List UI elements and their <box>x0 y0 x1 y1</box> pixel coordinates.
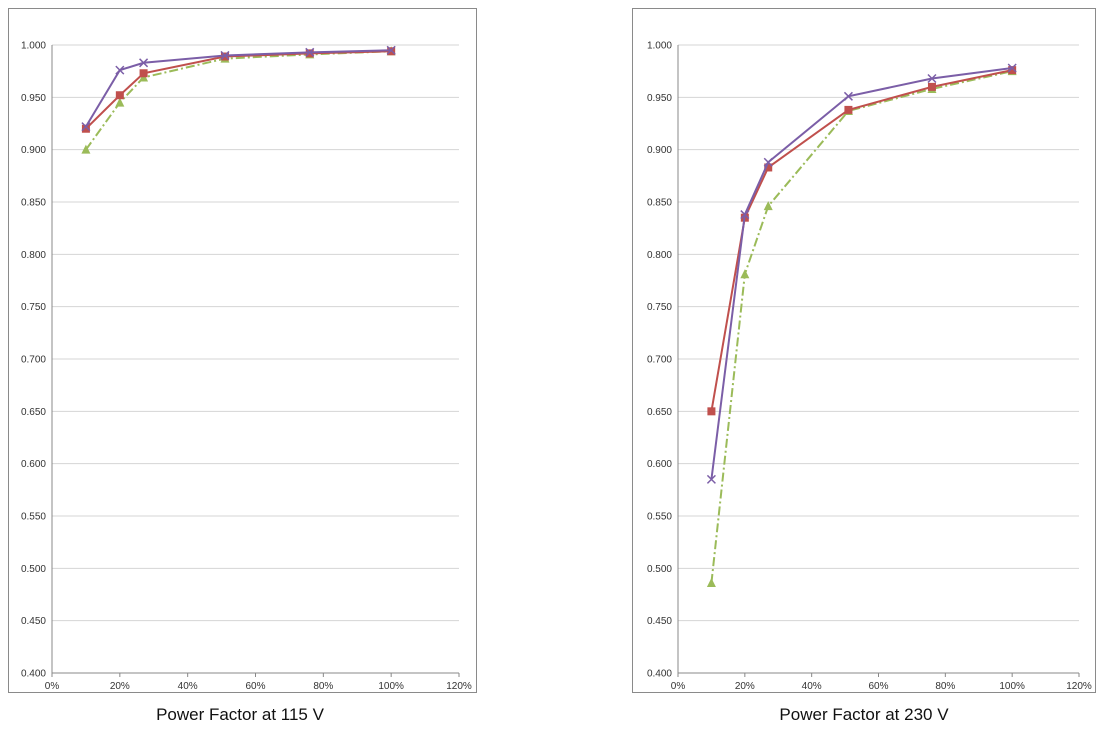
series-line <box>85 50 392 130</box>
y-tick-label: 0.800 <box>647 250 672 261</box>
data-point-marker <box>139 58 149 68</box>
data-point-marker <box>139 69 148 78</box>
chart-frame-115v: 0.400 0.450 0.500 0.550 0.600 0.650 0.700 0.750… <box>8 8 477 693</box>
y-tick-label: 0.700 <box>647 355 672 366</box>
y-tick-label: 1.000 <box>21 41 46 52</box>
y-tick-label: 1.000 <box>647 41 672 52</box>
x-tick-label: 40% <box>178 681 198 692</box>
y-tick-label: 0.850 <box>21 198 46 209</box>
y-tick-label: 0.650 <box>21 407 46 418</box>
y-tick-label: 0.400 <box>21 669 46 680</box>
data-point-marker <box>764 163 773 172</box>
y-tick-label: 0.700 <box>21 355 46 366</box>
x-tick-label: 60% <box>245 681 265 692</box>
series-c <box>706 66 1017 587</box>
x-tick-label: 80% <box>313 681 333 692</box>
data-point-marker <box>706 577 716 587</box>
power-factor-chart-230v: 0.400 0.450 0.500 0.550 0.600 0.650 0.700 0.750… <box>647 41 1092 693</box>
data-point-marker <box>707 407 716 416</box>
data-point-marker <box>115 97 125 107</box>
y-tick-label: 0.450 <box>21 616 46 627</box>
data-point-marker <box>1007 63 1017 73</box>
y-tick-label: 0.550 <box>647 512 672 523</box>
x-tick-label: 100% <box>378 681 404 692</box>
y-tick-label: 0.950 <box>647 93 672 104</box>
y-tick-label: 0.500 <box>647 564 672 575</box>
data-point-marker <box>740 269 750 279</box>
chart-frame-230v: 0.400 0.450 0.500 0.550 0.600 0.650 0.700 0.750… <box>632 8 1096 693</box>
x-tick-label: 120% <box>446 681 472 692</box>
series-b <box>707 66 1017 416</box>
data-point-marker <box>763 157 773 167</box>
x-tick-label: 0% <box>45 681 60 692</box>
data-point-marker <box>844 105 853 114</box>
data-point-marker <box>305 47 315 57</box>
x-tick-label: 40% <box>802 681 822 692</box>
chart-caption-115v: Power Factor at 115 V <box>156 705 324 724</box>
y-tick-label: 0.400 <box>647 669 672 680</box>
series-line <box>85 49 392 128</box>
series-a <box>81 45 396 132</box>
y-tick-label: 0.900 <box>647 145 672 156</box>
x-tick-label: 60% <box>868 681 888 692</box>
series-b <box>81 47 396 133</box>
y-tick-label: 0.900 <box>21 145 46 156</box>
data-point-marker <box>843 91 853 101</box>
y-tick-label: 0.800 <box>21 250 46 261</box>
x-tick-label: 80% <box>935 681 955 692</box>
y-tick-label: 0.550 <box>21 512 46 523</box>
x-tick-label: 0% <box>671 681 686 692</box>
power-factor-chart-115v: 0.400 0.450 0.500 0.550 0.600 0.650 0.700 0.750… <box>21 41 472 693</box>
y-tick-label: 0.850 <box>647 198 672 209</box>
series-line <box>710 67 1013 480</box>
data-point-marker <box>927 82 936 91</box>
x-tick-label: 100% <box>999 681 1025 692</box>
series-c <box>81 46 396 154</box>
y-tick-label: 0.600 <box>21 459 46 470</box>
chart-caption-230v: Power Factor at 230 V <box>779 705 949 724</box>
x-tick-label: 20% <box>735 681 755 692</box>
data-point-marker <box>81 124 90 133</box>
data-point-marker <box>115 65 125 75</box>
y-tick-label: 0.750 <box>21 302 46 313</box>
data-point-marker <box>81 122 91 132</box>
y-tick-label: 0.500 <box>21 564 46 575</box>
x-tick-label: 120% <box>1066 681 1092 692</box>
data-point-marker <box>115 91 124 100</box>
data-point-marker <box>1008 66 1017 75</box>
y-tick-label: 0.950 <box>21 93 46 104</box>
data-point-marker <box>81 144 91 154</box>
data-point-marker <box>740 210 750 220</box>
y-tick-label: 0.600 <box>647 459 672 470</box>
y-tick-label: 0.450 <box>647 616 672 627</box>
series-line <box>710 69 1013 412</box>
data-point-marker <box>220 50 230 60</box>
y-tick-label: 0.650 <box>647 407 672 418</box>
data-point-marker <box>386 45 396 55</box>
data-point-marker <box>706 474 716 484</box>
chart-panel-115v: 0.400 0.450 0.500 0.550 0.600 0.650 0.700 0.750… <box>0 0 480 744</box>
data-point-marker <box>927 73 937 84</box>
chart-panel-230v: 0.400 0.450 0.500 0.550 0.600 0.650 0.700 0.750… <box>620 0 1096 744</box>
series-a <box>706 63 1017 484</box>
y-tick-label: 0.750 <box>647 302 672 313</box>
x-tick-label: 20% <box>110 681 130 692</box>
series-line <box>710 70 1013 584</box>
data-point-marker <box>763 201 773 211</box>
